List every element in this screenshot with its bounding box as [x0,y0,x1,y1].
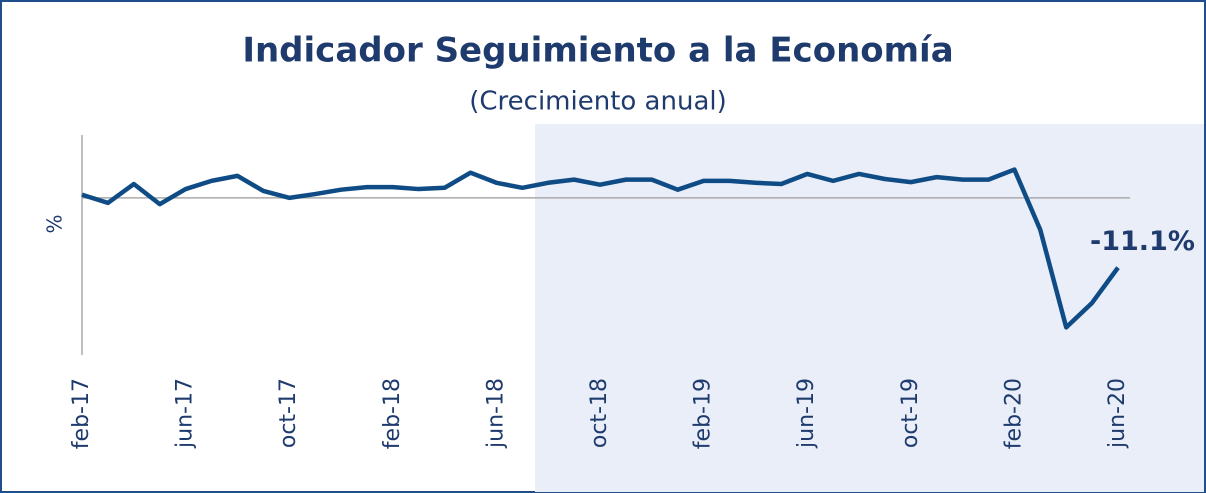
chart-subtitle: (Crecimiento anual) [469,87,727,117]
x-tick-label: jun-18 [483,378,508,449]
x-tick-label: feb-19 [691,378,716,449]
x-tick-label: oct-17 [276,378,301,448]
x-tick-label: jun-19 [794,378,819,449]
x-tick-label: jun-17 [173,378,198,449]
chart-title: Indicador Seguimiento a la Economía [242,31,953,71]
shaded-region [535,124,1204,492]
line [81,167,1120,330]
x-tick-label: feb-18 [380,378,405,449]
x-tick-label: feb-20 [1001,378,1026,449]
x-tick-label: jun-20 [1105,378,1130,449]
x-tick-label: oct-19 [898,378,923,448]
x-tick-label: feb-17 [69,378,94,449]
x-tick-label: oct-18 [587,378,612,448]
y-axis-label: % [43,214,67,233]
data-label: -11.1% [1090,226,1195,257]
